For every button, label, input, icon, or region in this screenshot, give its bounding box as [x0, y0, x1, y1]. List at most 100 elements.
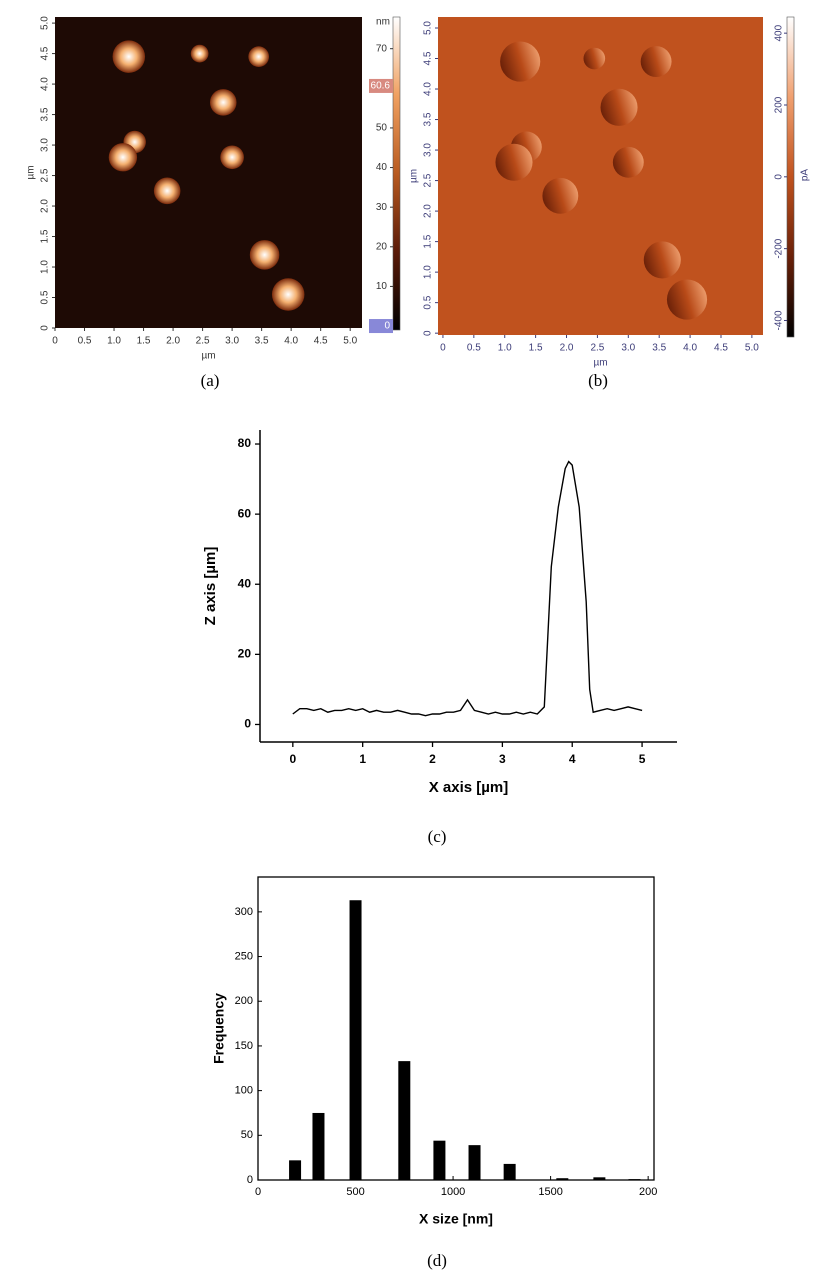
x-tick-label: 4.5: [714, 343, 728, 354]
x-axis-label: µm: [593, 358, 607, 369]
y-axis-label: Frequency: [211, 993, 227, 1064]
y-tick-label: 2.5: [423, 173, 434, 187]
particle: [112, 40, 146, 73]
bar: [398, 1061, 411, 1180]
y-tick-label: 2.5: [40, 168, 51, 182]
colorbar-tick-label: 30: [376, 202, 388, 213]
x-tick-label: 3.5: [652, 343, 666, 354]
y-tick-label: 3.5: [423, 112, 434, 126]
y-tick-label: 2.0: [40, 199, 51, 213]
colorbar-marker: [369, 319, 393, 334]
y-tick-label: 5.0: [423, 21, 434, 35]
colorbar-unit: nm: [376, 17, 390, 28]
colorbar-tick-label: 10: [376, 281, 388, 292]
x-tick-label: 500: [346, 1186, 364, 1198]
x-tick-label: 0: [289, 752, 296, 766]
bar: [433, 1140, 446, 1180]
particle: [248, 46, 270, 67]
colorbar-marker: [369, 78, 393, 93]
y-tick-label: 3.0: [40, 138, 51, 152]
x-axis-label: µm: [201, 351, 215, 362]
colorbar-tick-label: 70: [376, 43, 388, 54]
x-tick-label: 200: [639, 1186, 657, 1198]
colorbar-tick-label: -200: [774, 238, 785, 258]
particle: [190, 44, 209, 63]
y-axis-label: µm: [26, 165, 37, 179]
colorbar-tick-label: 400: [774, 24, 785, 41]
y-tick-label: 0: [40, 325, 51, 331]
x-tick-label: 0: [52, 336, 58, 347]
particle: [600, 88, 638, 126]
x-axis-label: X axis [µm]: [429, 779, 509, 796]
x-tick-label: 2: [429, 752, 436, 766]
y-tick-label: 4.0: [423, 82, 434, 96]
bar: [503, 1163, 516, 1180]
x-tick-label: 1: [359, 752, 366, 766]
x-tick-label: 1.0: [107, 336, 121, 347]
particle: [643, 241, 681, 279]
y-tick-label: 3.5: [40, 107, 51, 121]
y-tick-label: 1.5: [40, 229, 51, 243]
bar: [468, 1145, 481, 1180]
y-axis-label: µm: [409, 169, 420, 183]
colorbar-tick-label: -400: [774, 310, 785, 330]
y-tick-label: 250: [235, 950, 253, 962]
particle: [209, 89, 237, 116]
y-axis-label: Z axis [µm]: [202, 547, 219, 626]
x-tick-label: 3.0: [225, 336, 239, 347]
data-line: [292, 460, 643, 717]
colorbar-unit: pA: [800, 169, 811, 182]
colorbar-marker-label: 60.6: [371, 81, 391, 92]
y-tick-label: 4.5: [40, 46, 51, 60]
x-tick-label: 4.0: [683, 343, 697, 354]
bar: [289, 1160, 302, 1180]
y-tick-label: 150: [235, 1040, 253, 1052]
x-tick-label: 2.0: [166, 336, 180, 347]
y-tick-label: 80: [238, 436, 252, 450]
x-tick-label: 0: [255, 1186, 261, 1198]
x-tick-label: 1000: [441, 1186, 465, 1198]
panel-caption: (a): [201, 371, 220, 390]
x-tick-label: 3: [499, 752, 506, 766]
particle: [249, 240, 280, 270]
x-tick-label: 5: [639, 752, 646, 766]
x-tick-label: 4.5: [314, 336, 328, 347]
bar: [628, 1179, 641, 1180]
particle: [612, 146, 644, 178]
particle: [271, 278, 305, 311]
y-tick-label: 200: [235, 995, 253, 1007]
x-tick-label: 4.0: [284, 336, 298, 347]
y-tick-label: 1.0: [40, 260, 51, 274]
y-tick-label: 3.0: [423, 143, 434, 157]
colorbar: [392, 16, 401, 331]
y-tick-label: 40: [238, 576, 252, 590]
particle: [542, 177, 579, 214]
x-tick-label: 0: [440, 343, 446, 354]
panel-caption: (b): [588, 371, 608, 390]
bar: [556, 1178, 569, 1180]
plot-frame: [257, 876, 655, 1181]
x-tick-label: 1.5: [529, 343, 543, 354]
bar: [349, 900, 362, 1180]
colorbar-tick-label: 50: [376, 123, 388, 134]
y-tick-label: 1.5: [423, 234, 434, 248]
x-tick-label: 1500: [538, 1186, 562, 1198]
x-tick-label: 2.0: [560, 343, 574, 354]
y-tick-label: 0: [244, 717, 251, 731]
x-tick-label: 2.5: [196, 336, 210, 347]
x-axis-label: X size [nm]: [419, 1211, 493, 1227]
y-tick-label: 50: [241, 1129, 253, 1141]
image-background: [55, 17, 362, 328]
y-tick-label: 20: [238, 647, 252, 661]
colorbar-tick-label: 40: [376, 162, 388, 173]
y-tick-label: 0.5: [40, 290, 51, 304]
x-tick-label: 4: [569, 752, 576, 766]
y-tick-label: 4.0: [40, 77, 51, 91]
particle: [220, 145, 244, 170]
particle: [500, 41, 541, 82]
particle: [108, 143, 138, 172]
y-tick-label: 60: [238, 506, 252, 520]
image-background: [438, 17, 763, 335]
colorbar-tick-label: 20: [376, 241, 388, 252]
